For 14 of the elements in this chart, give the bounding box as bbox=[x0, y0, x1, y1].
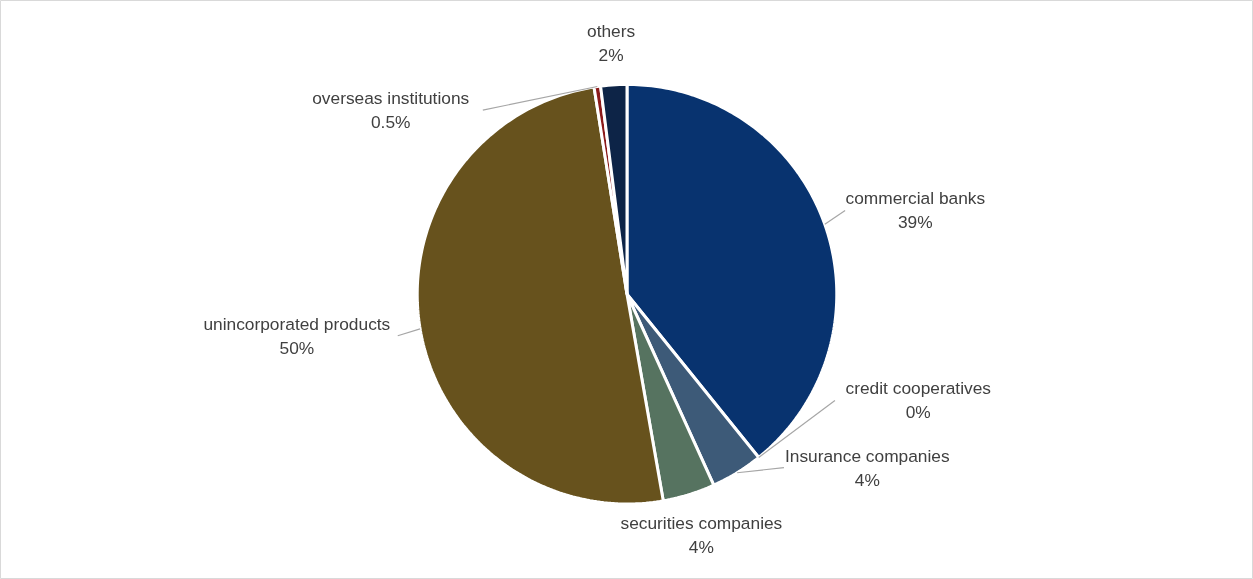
data-label: 50% bbox=[279, 337, 315, 358]
text: 0% bbox=[905, 402, 931, 423]
data-label: 2% bbox=[598, 44, 624, 65]
data-label: 39% bbox=[897, 212, 933, 233]
slice-label: securities companies bbox=[620, 512, 783, 533]
slice-label: overseas institutions bbox=[312, 88, 470, 109]
category-label: credit cooperatives bbox=[845, 378, 991, 399]
slice-label: unincorporated products bbox=[203, 313, 391, 334]
slice-label: commercial banks bbox=[845, 188, 986, 209]
data-label: 0.5% bbox=[370, 112, 411, 133]
slice-label: others bbox=[587, 20, 636, 41]
slice-label: Insurance companies bbox=[784, 445, 950, 466]
data-label: 4% bbox=[854, 469, 880, 490]
data-label: 4% bbox=[688, 536, 714, 557]
